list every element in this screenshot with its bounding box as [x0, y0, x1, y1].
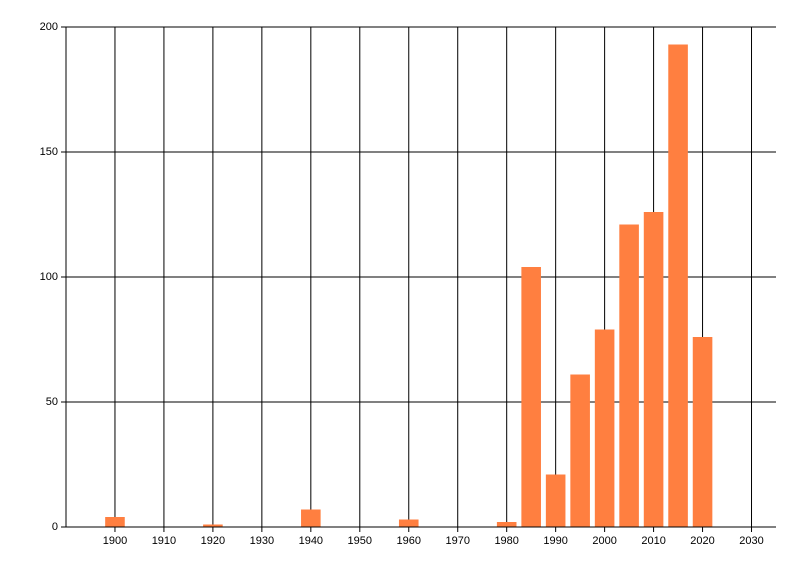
- bar: [643, 212, 664, 527]
- x-tick-label: 1910: [152, 535, 176, 547]
- bar: [692, 337, 713, 527]
- bar: [594, 329, 615, 527]
- x-tick-label: 1930: [250, 535, 274, 547]
- bar: [545, 474, 566, 527]
- x-tick-label: 1960: [397, 535, 421, 547]
- y-tick-label: 150: [40, 146, 58, 158]
- bar: [105, 517, 125, 527]
- bar: [668, 44, 688, 527]
- bar: [570, 374, 590, 527]
- x-tick-label: 1990: [543, 535, 567, 547]
- x-tick-label: 1920: [201, 535, 225, 547]
- y-tick-label: 100: [40, 271, 58, 283]
- x-tick-label: 2010: [641, 535, 665, 547]
- bar: [619, 224, 639, 527]
- bar: [496, 522, 517, 527]
- y-tick-label: 50: [46, 396, 58, 408]
- bar: [398, 519, 419, 527]
- x-tick-label: 1940: [299, 535, 323, 547]
- x-tick-label: 1980: [494, 535, 518, 547]
- x-tick-label: 1970: [445, 535, 469, 547]
- x-tick-label: 1900: [103, 535, 127, 547]
- y-tick-label: 0: [52, 521, 58, 533]
- bar: [203, 524, 223, 527]
- x-tick-label: 2030: [739, 535, 763, 547]
- x-tick-label: 1950: [348, 535, 372, 547]
- x-tick-label: 2000: [592, 535, 616, 547]
- x-tick-label: 2020: [690, 535, 714, 547]
- bar: [301, 509, 321, 527]
- bar: [521, 267, 541, 527]
- y-tick-label: 200: [40, 21, 58, 33]
